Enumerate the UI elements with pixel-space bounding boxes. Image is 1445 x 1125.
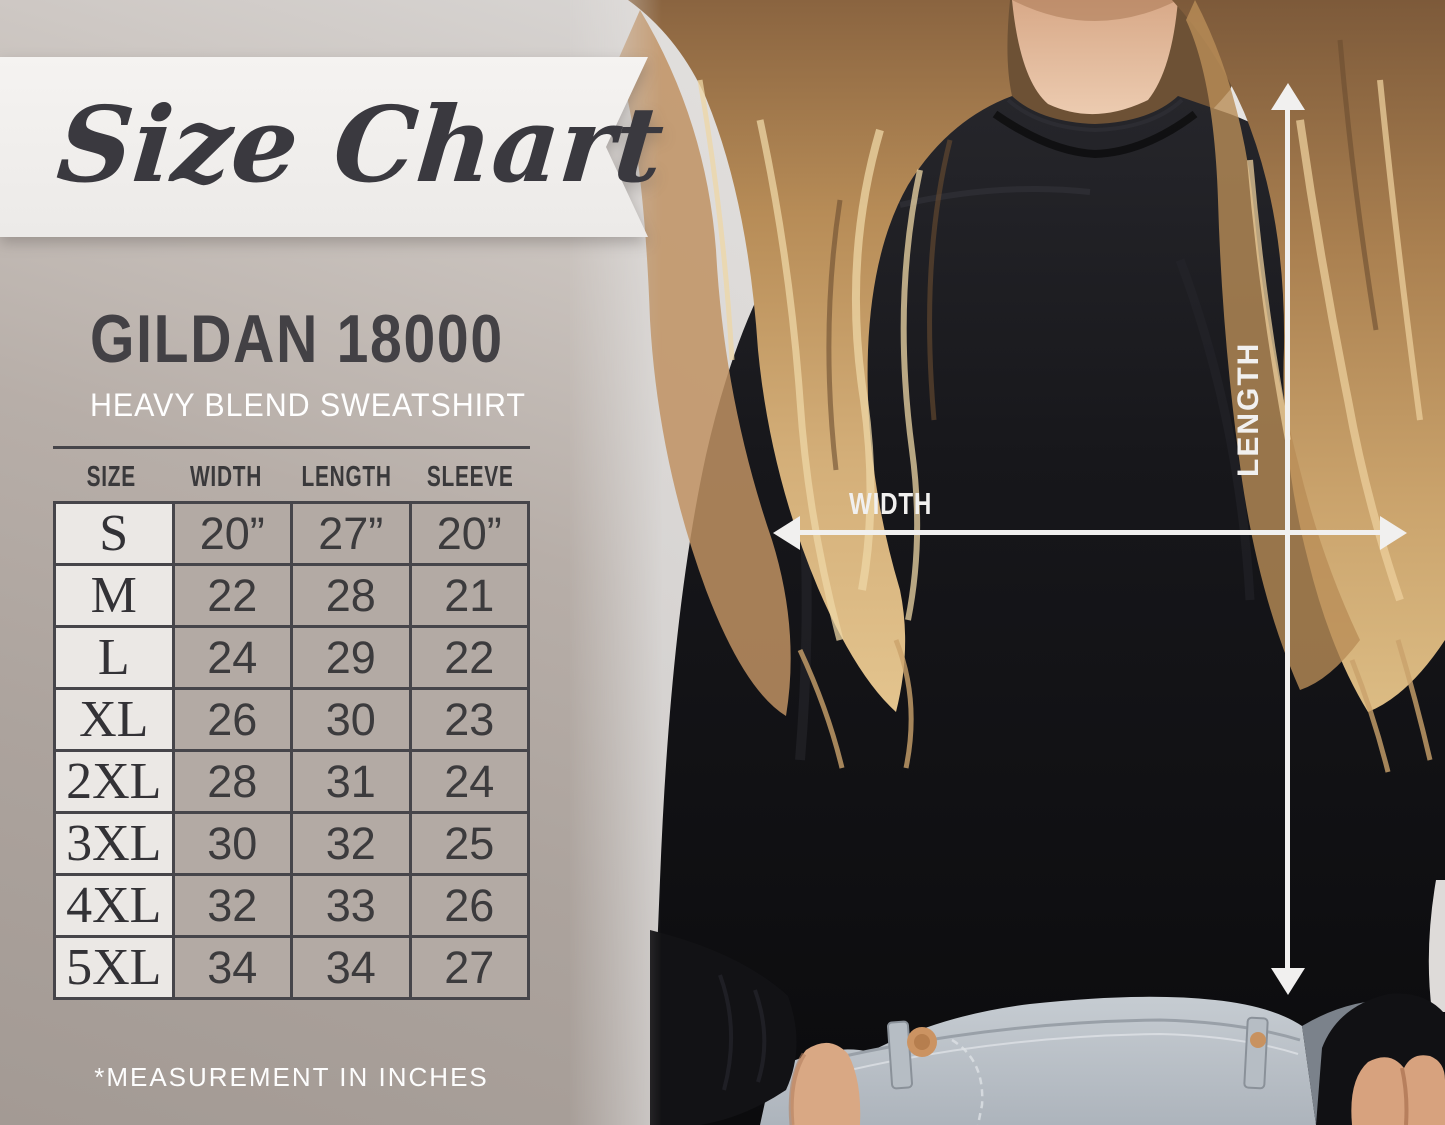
table-row: 5XL 34 34 27 <box>53 935 530 1000</box>
table-row: M 22 28 21 <box>53 563 530 628</box>
measurement-cell: 24 <box>408 749 530 814</box>
ribbon-flag-shape <box>0 57 648 237</box>
measurement-cell: 20” <box>171 501 293 566</box>
product-name: GILDAN 18000 <box>90 301 504 377</box>
width-label: WIDTH <box>849 486 933 521</box>
length-arrow <box>1285 110 1290 968</box>
measurement-cell: 21 <box>408 563 530 628</box>
size-cell: 3XL <box>53 811 175 876</box>
measurement-cell: 34 <box>290 935 412 1000</box>
measurement-cell: 22 <box>171 563 293 628</box>
measurement-cell: 29 <box>290 625 412 690</box>
measurement-cell: 32 <box>290 811 412 876</box>
measurement-cell: 26 <box>408 873 530 938</box>
measurement-cell: 27 <box>408 935 530 1000</box>
banner-ribbon: Size Chart <box>0 57 668 237</box>
measurement-cell: 32 <box>171 873 293 938</box>
size-cell: M <box>53 563 175 628</box>
width-arrow <box>800 530 1380 535</box>
measurement-cell: 34 <box>171 935 293 1000</box>
measurement-cell: 30 <box>290 687 412 752</box>
size-cell: L <box>53 625 175 690</box>
measurement-cell: 23 <box>408 687 530 752</box>
product-block: GILDAN 18000 HEAVY BLEND SWEATSHIRT <box>90 300 583 424</box>
size-table: S 20” 27” 20” M 22 28 21 L 24 29 22 XL 26 30 23 2XL 28 31 2… <box>53 501 530 1000</box>
table-row: 4XL 32 33 26 <box>53 873 530 938</box>
column-header: LENGTH <box>301 461 393 493</box>
product-subtitle: HEAVY BLEND SWEATSHIRT <box>90 387 526 423</box>
measurement-cell: 30 <box>171 811 293 876</box>
measurement-cell: 22 <box>408 625 530 690</box>
size-cell: 2XL <box>53 749 175 814</box>
length-label: LENGTH <box>1232 341 1265 477</box>
table-row: L 24 29 22 <box>53 625 530 690</box>
measurement-cell: 28 <box>290 563 412 628</box>
size-cell: XL <box>53 687 175 752</box>
measurement-cell: 24 <box>171 625 293 690</box>
measurement-footnote: *MEASUREMENT IN INCHES <box>94 1062 489 1092</box>
size-cell: 4XL <box>53 873 175 938</box>
banner-title: Size Chart <box>52 83 669 206</box>
column-header: WIDTH <box>190 461 263 493</box>
size-cell: S <box>53 501 175 566</box>
measurement-cell: 28 <box>171 749 293 814</box>
measurement-cell: 33 <box>290 873 412 938</box>
measurement-cell: 20” <box>408 501 530 566</box>
table-row: 2XL 28 31 24 <box>53 749 530 814</box>
measurement-cell: 26 <box>171 687 293 752</box>
table-row: S 20” 27” 20” <box>53 501 530 566</box>
measurement-cell: 31 <box>290 749 412 814</box>
column-header: SLEEVE <box>426 461 514 493</box>
size-cell: 5XL <box>53 935 175 1000</box>
size-table-head-row: SIZE WIDTH LENGTH SLEEVE <box>53 446 530 501</box>
measurement-cell: 27” <box>290 501 412 566</box>
size-table-body: S 20” 27” 20” M 22 28 21 L 24 29 22 XL 26 30 23 2XL 28 31 2… <box>53 501 530 1000</box>
table-row: 3XL 30 32 25 <box>53 811 530 876</box>
measurement-cell: 25 <box>408 811 530 876</box>
table-row: XL 26 30 23 <box>53 687 530 752</box>
column-header: SIZE <box>86 461 136 493</box>
